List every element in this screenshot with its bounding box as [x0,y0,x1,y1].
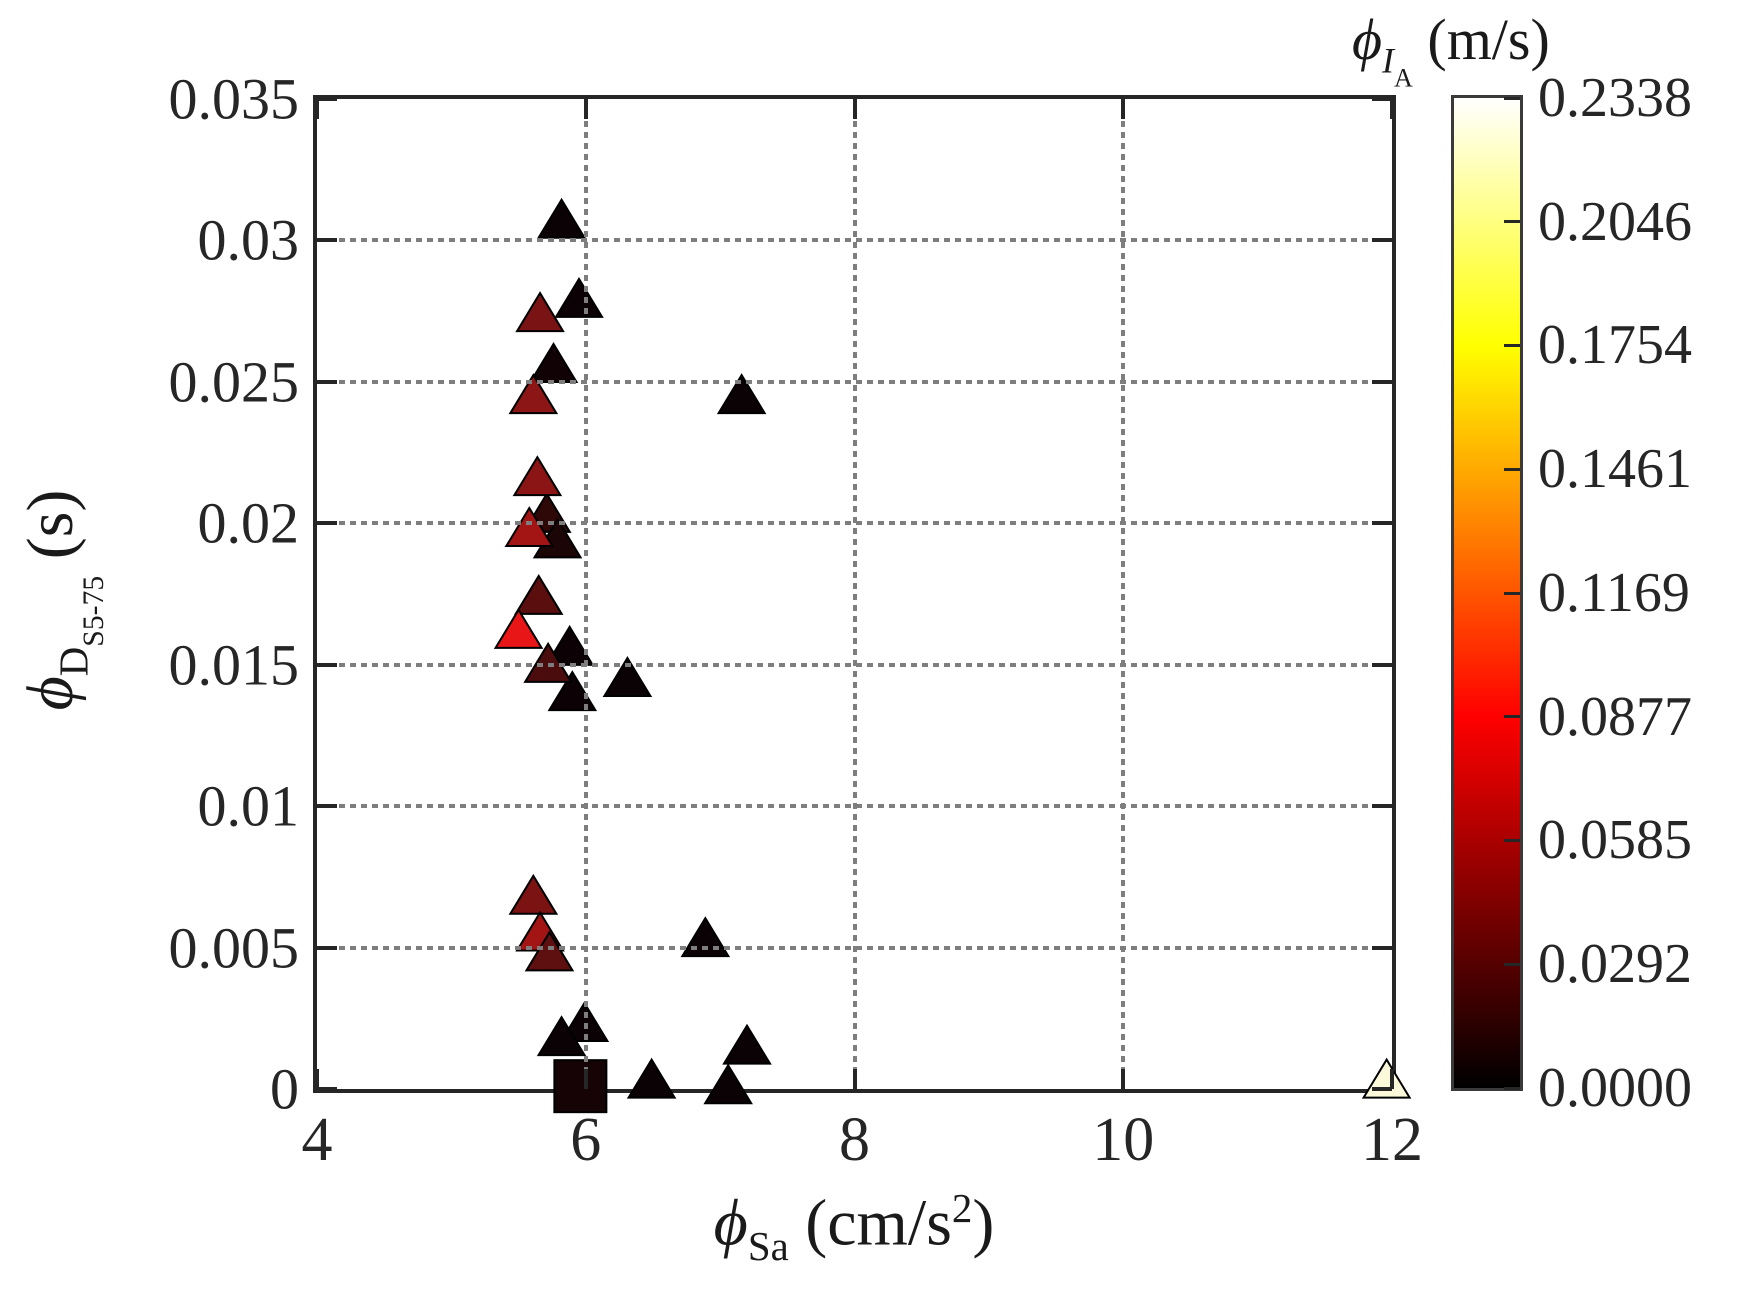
colorbar-tick [1504,96,1520,100]
x-axis-tick [1121,1069,1126,1089]
colorbar-tick-label: 0.1169 [1538,562,1690,624]
data-point-triangle [508,373,559,415]
data-point-triangle [508,873,559,915]
y-axis-tick-right [1372,1087,1392,1091]
x-tick-label: 12 [1361,1106,1423,1174]
x-axis-label: ϕSa (cm/s2) [714,1185,995,1270]
data-point-triangle [536,197,587,239]
y-axis-tick-right [1372,521,1392,526]
colorbar-tick [1504,838,1520,842]
x-axis-tick [852,1069,857,1089]
y-tick-label: 0.035 [168,66,300,132]
y-tick-label: 0.015 [168,632,300,698]
y-tick-label: 0.03 [197,207,300,273]
colorbar-tick-label: 0.0585 [1538,809,1692,872]
colorbar-title-subsubscript: A [1394,63,1413,93]
data-point-triangle [716,373,767,415]
data-point-triangle [524,930,575,972]
colorbar-tick-label: 0.1461 [1538,438,1692,501]
data-point-triangle [536,1015,587,1057]
y-axis-tick-right [1372,97,1392,101]
y-tick-label: 0 [270,1056,299,1122]
x-label-superscript: 2 [951,1186,973,1231]
y-axis-tick [317,1087,337,1091]
x-axis-tick [1390,1069,1394,1089]
data-point-triangle [722,1023,772,1065]
data-point-triangle [513,573,564,615]
x-axis-tick-top [852,99,857,119]
y-axis-tick-right [1372,804,1392,809]
data-point-square [553,1059,608,1114]
colorbar-tick [1504,343,1520,347]
x-axis-tick-top [315,99,319,119]
x-tick-label: 8 [839,1106,870,1174]
y-axis-tick-right [1372,945,1392,950]
v-gridline [583,99,588,1089]
x-axis-tick [583,1069,588,1089]
colorbar-title: ϕIA (m/s) [1352,6,1550,93]
colorbar [1451,95,1523,1091]
colorbar-title-units: (m/s) [1412,7,1550,72]
colorbar-tick [1504,715,1520,719]
x-tick-label: 4 [301,1106,333,1174]
data-point-triangle [528,342,579,383]
y-tick-label: 0.02 [197,490,300,556]
colorbar-tick-label: 0.0877 [1538,685,1692,748]
colorbar-tick-label: 0.0000 [1538,1057,1692,1119]
colorbar-tick [1504,1086,1520,1090]
data-point-triangle [602,656,653,697]
y-axis-tick [317,804,337,809]
y-axis-tick-right [1372,662,1392,667]
colorbar-tick [1504,467,1520,471]
x-label-phi-symbol: ϕ [713,1186,748,1260]
x-label-units-pre: (cm/s [788,1186,952,1260]
colorbar-title-phi-symbol: ϕ [1352,7,1383,72]
y-tick-label: 0.025 [168,349,300,415]
x-label-subscript: Sa [747,1224,789,1270]
data-point-triangle [493,607,544,649]
v-gridline [852,99,857,1089]
data-point-triangle [680,916,731,958]
colorbar-tick [1504,962,1520,966]
colorbar-title-subscript: I [1382,40,1395,81]
y-axis-tick-right [1372,238,1392,243]
x-axis-tick [315,1069,319,1089]
plot-area [313,95,1412,1114]
colorbar-tick-label: 0.1754 [1538,314,1692,377]
colorbar-tick-label: 0.2046 [1538,190,1692,253]
data-point-triangle [1361,1057,1412,1099]
y-tick-label: 0.01 [197,773,300,839]
colorbar-tick [1504,220,1520,224]
x-tick-label: 6 [570,1106,602,1174]
x-label-units-post: ) [972,1186,995,1260]
y-axis-tick [317,238,337,243]
v-gridline [1121,99,1126,1089]
y-axis-tick [317,521,337,526]
data-point-triangle [703,1063,753,1105]
y-axis-tick [317,662,337,667]
y-axis-tick [317,379,337,384]
colorbar-tick-label: 0.2338 [1538,67,1692,129]
data-point-triangle [515,291,565,333]
data-point-triangle [504,506,555,548]
data-point-triangle [512,455,563,497]
y-axis-tick [317,97,337,101]
y-axis-tick [317,945,337,950]
y-tick-label: 0.005 [168,915,300,981]
data-point-triangle [626,1057,677,1099]
x-axis-tick-top [1390,99,1394,119]
data-point-triangle [554,276,604,318]
colorbar-tick-label: 0.0292 [1538,933,1692,996]
x-tick-label: 10 [1092,1106,1155,1174]
x-axis-tick-top [1121,99,1126,119]
x-axis-tick-top [583,99,588,119]
colorbar-tick [1504,591,1520,595]
y-axis-tick-right [1372,379,1392,384]
